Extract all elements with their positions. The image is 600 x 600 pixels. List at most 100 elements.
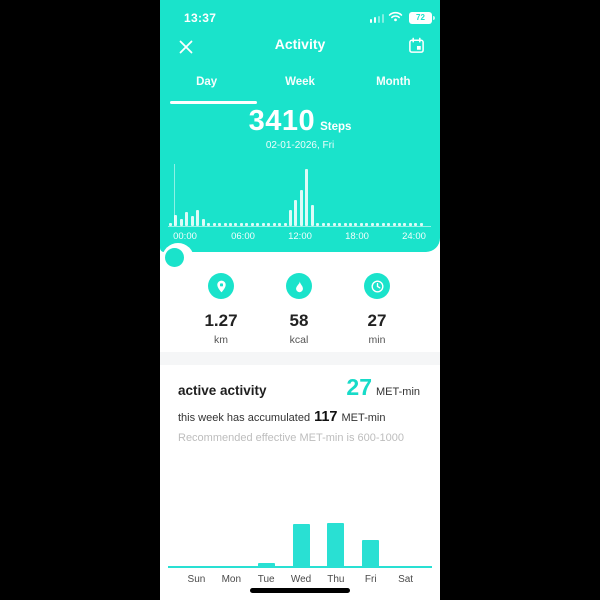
- period-tabs: Day Week Month: [160, 68, 440, 92]
- intraday-tick-labels: 00:00 06:00 12:00 18:00 24:00: [160, 231, 440, 243]
- intraday-chart-bar: [169, 223, 172, 226]
- intraday-chart-bar: [381, 223, 385, 226]
- flame-icon: [286, 273, 312, 299]
- today-met-value: 27: [346, 374, 372, 400]
- axis-tick-label: 00:00: [173, 231, 197, 242]
- weekday-label: Tue: [257, 574, 275, 585]
- recommendation-text: Recommended effective MET-min is 600-100…: [178, 432, 405, 444]
- tab-day[interactable]: Day: [196, 76, 218, 88]
- intraday-chart-bar: [250, 223, 254, 226]
- phone-screen: 13:37 72 A: [160, 0, 440, 600]
- weekly-chart-column: [284, 523, 319, 566]
- intraday-chart-bar: [332, 223, 336, 226]
- duration-unit: min: [368, 334, 386, 346]
- calendar-button[interactable]: [406, 35, 426, 55]
- intraday-chart-bar: [245, 223, 249, 226]
- intraday-chart-bar: [218, 223, 222, 226]
- steps-unit: Steps: [320, 121, 352, 133]
- weekday-label: Fri: [364, 574, 377, 585]
- intraday-chart-bar: [321, 223, 325, 226]
- intraday-bars[interactable]: [169, 166, 423, 226]
- stat-distance: 1.27 km: [182, 252, 260, 352]
- intraday-chart-bar: [239, 223, 243, 226]
- intraday-chart-bar: [234, 223, 238, 226]
- weekday-label: Sun: [187, 574, 206, 585]
- weekly-chart-column: [318, 523, 353, 566]
- home-indicator[interactable]: [250, 588, 350, 593]
- intraday-chart-bar: [190, 216, 194, 226]
- distance-value: 1.27: [204, 311, 238, 330]
- today-met-min: 27 MET-min: [346, 374, 420, 401]
- intraday-chart-bar: [272, 223, 276, 226]
- intraday-axis-line: [168, 226, 431, 227]
- active-activity-header: active activity 27 MET-min: [178, 374, 420, 401]
- weekly-day-labels: Sun Mon Tue Wed Thu Fri Sat: [179, 574, 423, 585]
- intraday-chart-bar: [261, 223, 265, 226]
- intraday-chart-bar: [179, 219, 183, 226]
- close-button[interactable]: [176, 37, 196, 57]
- intraday-chart-bar: [294, 200, 298, 226]
- intraday-chart-bar: [376, 223, 380, 226]
- daily-stats-row: 1.27 km 58 kcal 27 min: [182, 252, 416, 352]
- intraday-chart-bar: [403, 223, 407, 226]
- intraday-chart-bar: [223, 223, 227, 226]
- intraday-chart-bar: [305, 169, 309, 226]
- status-icons: 72: [369, 9, 435, 27]
- axis-tick-label: 18:00: [345, 231, 369, 242]
- weekly-bars: [179, 523, 423, 566]
- weekly-axis-line: [168, 566, 432, 568]
- stat-calories: 58 kcal: [260, 252, 338, 352]
- intraday-chart-bar: [256, 223, 260, 226]
- weekday-label: Sat: [398, 574, 414, 585]
- intraday-chart-bar: [392, 223, 396, 226]
- week-accumulated-prefix: this week has accumulated: [178, 412, 311, 424]
- intraday-chart-bar: [343, 223, 347, 226]
- intraday-chart-bar: [419, 223, 423, 226]
- clock-icon: [364, 273, 390, 299]
- intraday-chart-bar: [201, 219, 205, 226]
- intraday-chart-bar: [212, 223, 216, 226]
- intraday-chart-bar: [408, 223, 412, 226]
- axis-tick-label: 06:00: [231, 231, 255, 242]
- app-header: Activity: [160, 32, 440, 62]
- weekday-label: Mon: [221, 574, 242, 585]
- intraday-chart-bar: [267, 223, 271, 226]
- cellular-signal-icon: [369, 13, 384, 23]
- intraday-chart-bar: [359, 223, 363, 226]
- duration-value: 27: [367, 311, 387, 330]
- weekly-chart-column: [249, 523, 284, 566]
- calendar-icon: [408, 37, 424, 53]
- axis-tick-label: 24:00: [402, 231, 426, 242]
- activity-header-panel: 13:37 72 A: [160, 0, 440, 252]
- weekday-label: Wed: [290, 574, 312, 585]
- steps-summary: 3410 Steps 02-01-2026, Fri: [160, 105, 440, 151]
- weekly-chart-bar: [292, 524, 310, 566]
- battery-icon: 72: [409, 12, 435, 24]
- intraday-chart-bar: [370, 223, 374, 226]
- tab-month[interactable]: Month: [376, 76, 411, 88]
- week-accumulated-unit: MET-min: [341, 412, 386, 424]
- intraday-chart-bar: [299, 190, 303, 226]
- page-title: Activity: [274, 36, 326, 52]
- weekly-chart-column: [179, 523, 214, 566]
- intraday-chart-bar: [196, 210, 200, 226]
- stat-duration: 27 min: [338, 252, 416, 352]
- status-bar: 13:37 72: [160, 0, 440, 28]
- close-icon: [179, 40, 193, 54]
- intraday-chart-bar: [414, 223, 418, 226]
- section-divider: [160, 352, 440, 365]
- intraday-chart-bar: [348, 223, 352, 226]
- intraday-chart-bar: [278, 223, 282, 226]
- tab-week[interactable]: Week: [285, 76, 315, 88]
- weekly-chart-bar: [327, 523, 345, 566]
- time-slider-handle[interactable]: [165, 248, 184, 267]
- clock-time: 13:37: [184, 11, 217, 25]
- intraday-chart-bar: [398, 223, 402, 226]
- steps-date: 02-01-2026, Fri: [265, 139, 335, 151]
- intraday-chart-bar: [365, 223, 369, 226]
- intraday-chart-bar: [338, 223, 342, 226]
- intraday-chart-bar: [387, 223, 391, 226]
- intraday-chart-bar: [207, 223, 211, 226]
- active-tab-indicator: [170, 101, 257, 104]
- weekday-label: Thu: [327, 574, 345, 585]
